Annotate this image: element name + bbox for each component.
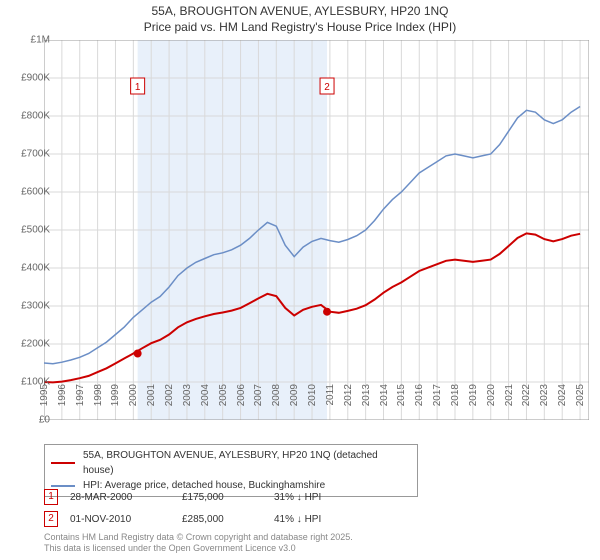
line-chart-svg: 12 [44, 40, 589, 420]
y-tick-label: £600K [21, 187, 50, 198]
chart-area: 12 [44, 40, 589, 420]
y-tick-label: £1M [31, 35, 50, 46]
x-tick-label: 2001 [146, 384, 157, 406]
x-tick-label: 1999 [110, 384, 121, 406]
y-tick-label: £900K [21, 73, 50, 84]
x-tick-label: 2019 [468, 384, 479, 406]
x-tick-label: 2013 [361, 384, 372, 406]
x-tick-label: 2025 [575, 384, 586, 406]
x-tick-label: 2009 [289, 384, 300, 406]
sale-price-2: £285,000 [182, 514, 262, 525]
y-tick-label: £500K [21, 225, 50, 236]
x-tick-label: 2002 [164, 384, 175, 406]
x-tick-label: 2014 [379, 384, 390, 406]
sale-price-1: £175,000 [182, 492, 262, 503]
svg-text:2: 2 [324, 82, 330, 93]
x-tick-label: 2004 [200, 384, 211, 406]
x-tick-label: 2020 [486, 384, 497, 406]
x-tick-label: 2007 [253, 384, 264, 406]
sale-row-1: 1 28-MAR-2000 £175,000 31% ↓ HPI [44, 486, 374, 508]
y-tick-label: £300K [21, 301, 50, 312]
sale-date-2: 01-NOV-2010 [70, 514, 170, 525]
x-tick-label: 2012 [343, 384, 354, 406]
x-tick-label: 2010 [307, 384, 318, 406]
sale-marker-2: 2 [44, 511, 58, 527]
y-tick-label: £0 [39, 415, 50, 426]
x-tick-label: 2008 [271, 384, 282, 406]
x-tick-label: 1996 [57, 384, 68, 406]
footer-line-1: Contains HM Land Registry data © Crown c… [44, 532, 353, 542]
title-line-2: Price paid vs. HM Land Registry's House … [144, 20, 456, 34]
x-tick-label: 1995 [39, 384, 50, 406]
sale-pct-2: 41% ↓ HPI [274, 514, 374, 525]
x-tick-label: 2017 [432, 384, 443, 406]
x-tick-label: 2006 [236, 384, 247, 406]
x-tick-label: 2005 [218, 384, 229, 406]
sale-marker-1: 1 [44, 489, 58, 505]
x-tick-label: 2000 [128, 384, 139, 406]
title-line-1: 55A, BROUGHTON AVENUE, AYLESBURY, HP20 1… [151, 4, 448, 18]
legend-item-price: 55A, BROUGHTON AVENUE, AYLESBURY, HP20 1… [51, 448, 411, 478]
chart-title: 55A, BROUGHTON AVENUE, AYLESBURY, HP20 1… [0, 0, 600, 35]
footer-line-2: This data is licensed under the Open Gov… [44, 543, 296, 553]
x-tick-label: 2021 [504, 384, 515, 406]
x-tick-label: 2023 [539, 384, 550, 406]
x-tick-label: 2018 [450, 384, 461, 406]
y-tick-label: £200K [21, 339, 50, 350]
x-tick-label: 2003 [182, 384, 193, 406]
y-tick-label: £400K [21, 263, 50, 274]
legend-swatch-price [51, 462, 75, 464]
x-tick-label: 1997 [75, 384, 86, 406]
x-tick-label: 2022 [521, 384, 532, 406]
y-tick-label: £800K [21, 111, 50, 122]
y-tick-label: £700K [21, 149, 50, 160]
x-tick-label: 1998 [93, 384, 104, 406]
x-tick-label: 2011 [325, 384, 336, 406]
x-tick-label: 2015 [396, 384, 407, 406]
sale-pct-1: 31% ↓ HPI [274, 492, 374, 503]
x-tick-label: 2024 [557, 384, 568, 406]
x-tick-label: 2016 [414, 384, 425, 406]
footer-attribution: Contains HM Land Registry data © Crown c… [44, 532, 353, 554]
svg-text:1: 1 [135, 82, 141, 93]
sale-records: 1 28-MAR-2000 £175,000 31% ↓ HPI 2 01-NO… [44, 486, 374, 530]
sale-row-2: 2 01-NOV-2010 £285,000 41% ↓ HPI [44, 508, 374, 530]
chart-container: 55A, BROUGHTON AVENUE, AYLESBURY, HP20 1… [0, 0, 600, 560]
sale-date-1: 28-MAR-2000 [70, 492, 170, 503]
legend-label-price: 55A, BROUGHTON AVENUE, AYLESBURY, HP20 1… [83, 448, 411, 478]
